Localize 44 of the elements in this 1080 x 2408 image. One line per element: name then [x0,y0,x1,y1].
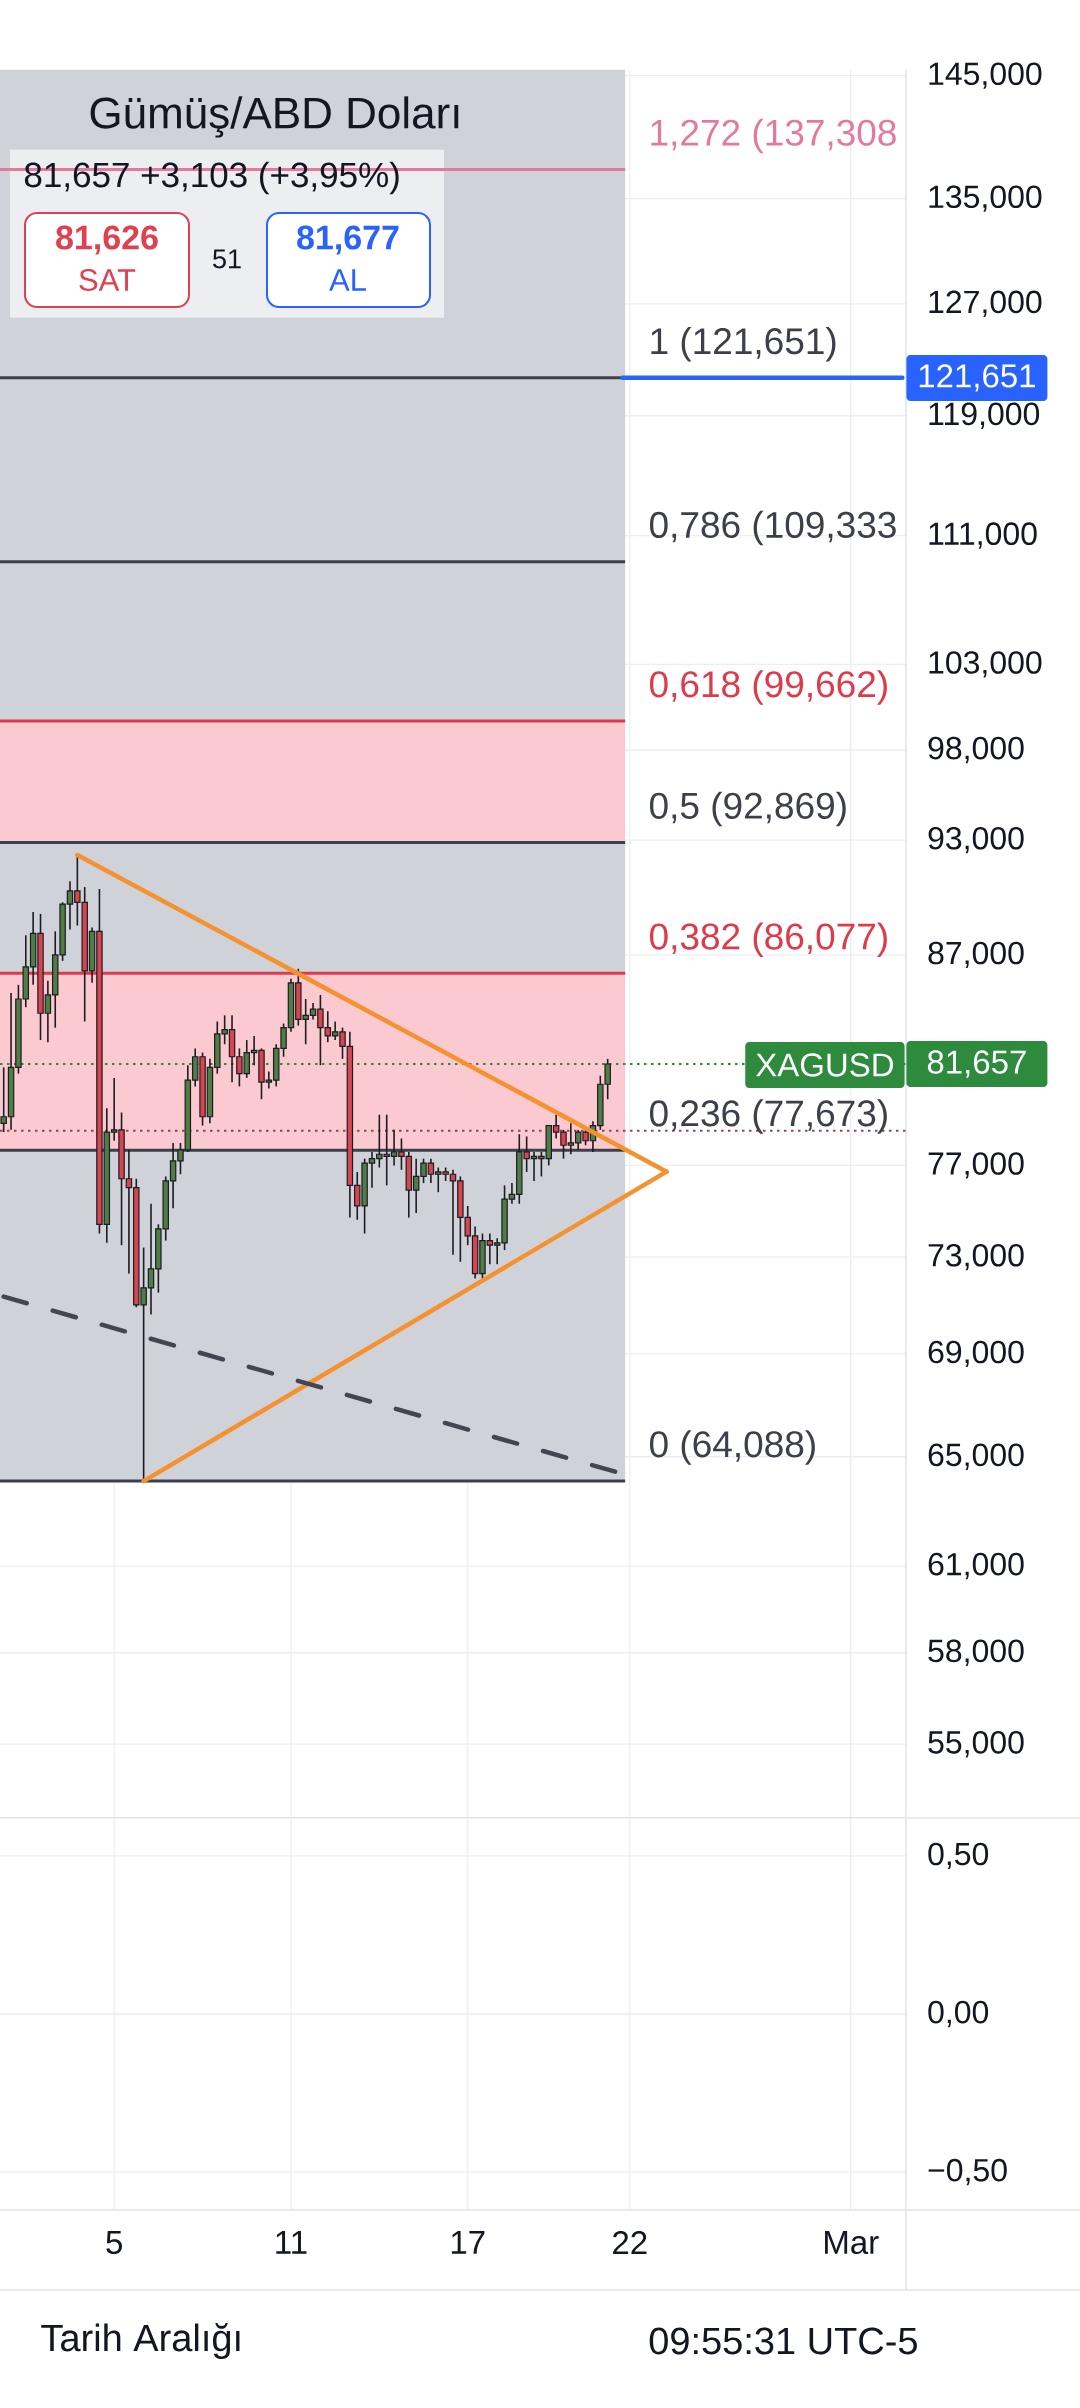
y-tick-label: 127,000 [929,290,1042,318]
text: Tarih Aralığı [41,2323,240,2359]
y-tick-label: 103,000 [929,651,1042,678]
x-tick-label: 17 [451,2231,485,2254]
series-label: 121,651 [919,364,1035,392]
ref-line-label: 81,657 [927,1050,1026,1078]
y-tick-label: 55,000 [928,1731,1024,1758]
ref-line-label: 0,5 (92,869) [649,791,846,827]
y-tick-label: 65,000 [928,1443,1024,1470]
annotation: XAGUSD [755,1053,894,1077]
y-tick-label: 135,000 [929,185,1042,212]
y-tick-label: 73,000 [928,1243,1024,1271]
annotation: SAT [79,269,136,291]
annotation: 81,677 [297,225,399,255]
text: 09:55:31 UTC-5 [649,2327,917,2355]
y-tick-label: 0,00 [928,2000,989,2028]
y-tick-label: 69,000 [928,1340,1024,1368]
y-tick-label: 93,000 [928,826,1024,854]
ref-line-label: 0,618 (99,662) [649,670,887,705]
ref-line-label: 0,382 (86,077) [649,922,887,957]
y-tick-label: 119,000 [929,402,1040,429]
y-tick-label: 58,000 [928,1639,1024,1666]
annotation: 81,626 [56,225,158,255]
annotation: 51 [213,249,241,269]
y-tick-label: −0,50 [928,2158,1007,2186]
y-tick-label: 77,000 [928,1152,1024,1179]
y-tick-label: 61,000 [928,1552,1024,1580]
ref-line-label: 1 (121,651) [651,327,836,362]
x-tick-label: Mar [825,2231,879,2255]
x-tick-label: 5 [106,2231,122,2255]
annotation: AL [329,269,366,291]
y-tick-label: 0,50 [928,1842,989,1870]
y-tick-label: 111,000 [929,522,1037,549]
ref-line-label: 0,236 (77,673) [649,1099,887,1134]
x-tick-label: 11 [276,2231,307,2254]
text: 81,657 +3,103 (+3,95%) [24,161,399,195]
y-tick-label: 145,000 [929,62,1042,89]
y-tick-label: 98,000 [928,736,1024,764]
x-tick-label: 22 [613,2231,647,2255]
ref-line-label: 0,786 (109,333 [649,510,896,546]
ref-line-label: 0 (64,088) [649,1430,815,1465]
y-tick-label: 87,000 [928,941,1024,969]
text: Gümüş/ABD Doları [90,96,459,138]
ref-line-label: 1,272 (137,308 [651,118,896,154]
